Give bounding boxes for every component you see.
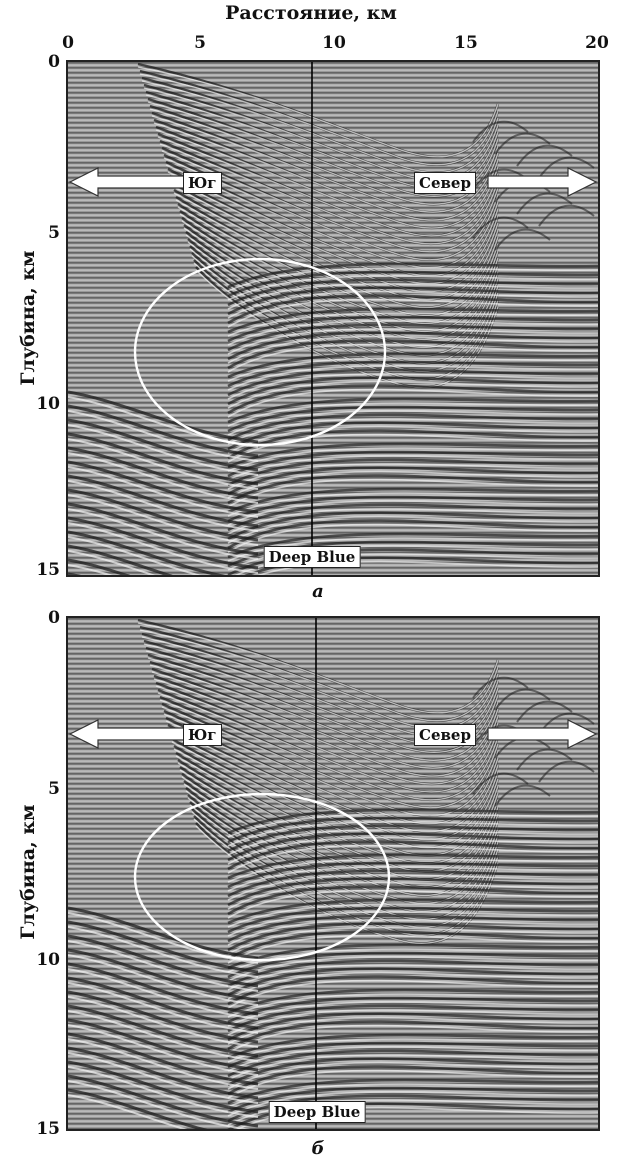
- south-arrow-b: [68, 719, 187, 749]
- seismic-image-b: [68, 618, 598, 1129]
- seismic-section-a: [66, 60, 600, 577]
- y-tick-b-10: 10: [36, 950, 60, 970]
- y-tick-a-0: 0: [48, 52, 60, 72]
- south-label-a: Юг: [183, 172, 222, 194]
- x-tick-5: 5: [194, 33, 206, 53]
- seismic-section-b: [66, 616, 600, 1131]
- x-tick-0: 0: [62, 33, 74, 53]
- y-tick-a-10: 10: [36, 394, 60, 414]
- y-tick-b-5: 5: [48, 779, 60, 799]
- north-arrow-a: [487, 167, 598, 197]
- panel-caption-b: б: [311, 1138, 325, 1159]
- highlight-ellipse-b: [133, 792, 391, 962]
- north-label-b: Север: [414, 724, 476, 746]
- well-label-a: Deep Blue: [263, 546, 361, 568]
- well-label-b: Deep Blue: [268, 1101, 366, 1123]
- reflectors-a: [68, 62, 598, 575]
- y-axis-title-b: Глубина, км: [17, 804, 39, 940]
- x-axis-title: Расстояние, км: [225, 2, 397, 24]
- north-arrow-b: [487, 719, 598, 749]
- panel-caption-a: а: [312, 581, 324, 602]
- x-tick-20: 20: [585, 33, 609, 53]
- north-label-a: Север: [414, 172, 476, 194]
- south-label-b: Юг: [183, 724, 222, 746]
- x-tick-15: 15: [454, 33, 478, 53]
- y-tick-b-15: 15: [36, 1119, 60, 1139]
- highlight-ellipse-a: [133, 257, 387, 447]
- y-axis-title-a: Глубина, км: [17, 250, 39, 386]
- x-tick-10: 10: [322, 33, 346, 53]
- y-tick-a-15: 15: [36, 560, 60, 580]
- y-tick-a-5: 5: [48, 223, 60, 243]
- reflectors-b: [68, 618, 598, 1129]
- seismic-image-a: [68, 62, 598, 575]
- south-arrow-a: [68, 167, 187, 197]
- y-tick-b-0: 0: [48, 608, 60, 628]
